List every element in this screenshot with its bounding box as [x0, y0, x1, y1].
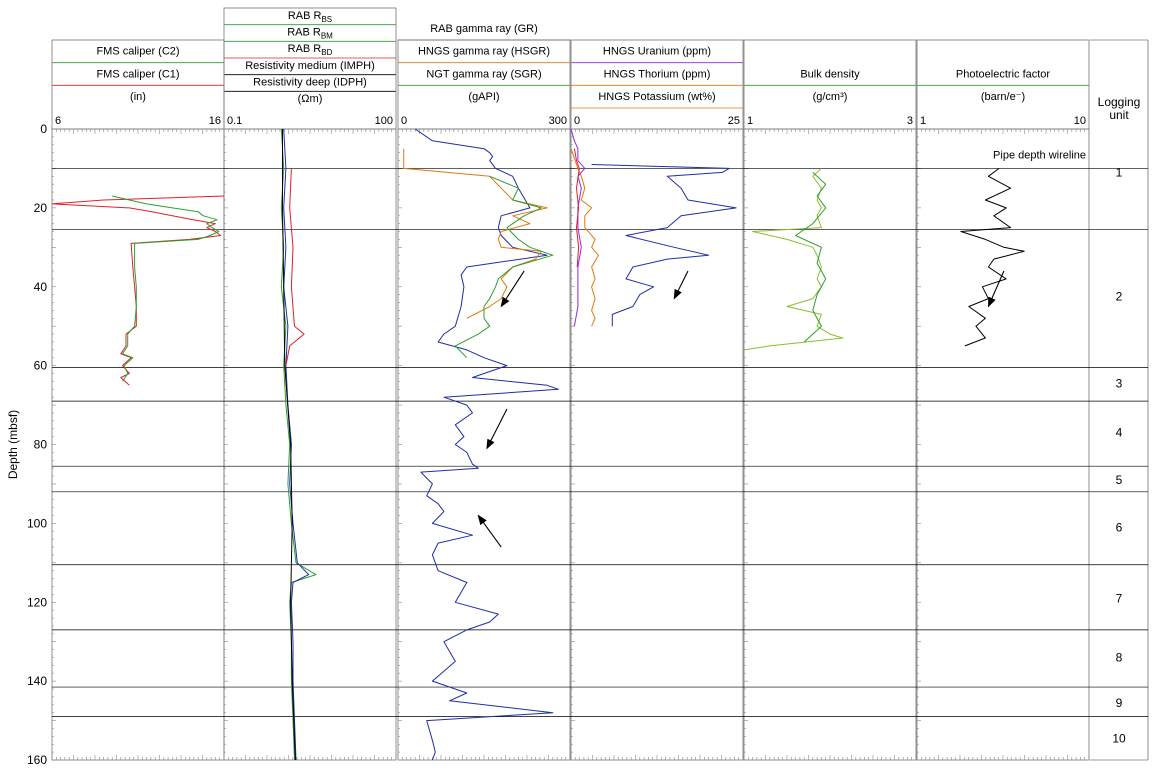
logging-unit-header: Logging [1098, 95, 1141, 109]
log-curve-resistivity-red [285, 168, 305, 366]
track-frame [743, 128, 917, 761]
track-headers: FMS caliper (C2) FMS caliper (C1) (in) RAB … [52, 10, 1089, 109]
track-header-label: FMS caliper (C2) [96, 46, 179, 58]
unit-boundaries [52, 168, 1148, 717]
depth-tick-label: 140 [27, 674, 47, 688]
log-curve-gamma-blue [414, 128, 559, 761]
track-header-box [743, 39, 917, 130]
track-range-max: 25 [728, 115, 740, 127]
trend-arrow [500, 270, 525, 308]
axis-ticks [51, 128, 1090, 761]
log-curve-pef-black [960, 167, 1025, 347]
depth-tick-label: 100 [27, 516, 47, 530]
log-curve-density-yellowgreen [743, 168, 844, 351]
log-curve-gamma-green [454, 175, 554, 359]
track-header-label: NGT gamma ray (SGR) [426, 68, 541, 80]
track-header-box [916, 39, 1090, 130]
depth-tick-label: 0 [40, 122, 47, 136]
track-frame [570, 128, 744, 761]
logging-unit-label: 8 [1116, 650, 1123, 664]
log-curve-hngs-purple [570, 128, 586, 327]
track-range-min: 1 [747, 115, 753, 127]
log-curve-density-green [795, 172, 827, 343]
logging-unit-label: 9 [1116, 696, 1123, 710]
logging-unit-label: 5 [1116, 473, 1123, 487]
depth-tick-label: 160 [27, 753, 47, 767]
track-range-max: 300 [549, 115, 567, 127]
trend-arrow [477, 514, 502, 548]
log-curve-gamma-orange [403, 148, 548, 319]
track-range-max: 100 [375, 115, 393, 127]
trend-arrows [477, 270, 1005, 548]
trend-arrow [987, 270, 1005, 308]
track-range-max: 10 [1074, 115, 1086, 127]
log-curve-hngs-blue [591, 164, 737, 327]
track-header-label: (barn/e⁻) [981, 91, 1025, 103]
track-frame [223, 128, 397, 761]
track-header-label: (Ωm) [298, 93, 323, 105]
log-curve-caliper-green [112, 195, 220, 382]
track-range-max: 3 [907, 115, 913, 127]
track-header-label: Photoelectric factor [956, 68, 1050, 80]
logging-unit-label: 2 [1116, 290, 1123, 304]
track-frame [397, 128, 571, 761]
track-header-label: (gAPI) [468, 91, 499, 103]
logging-unit-label: 1 [1116, 165, 1123, 179]
log-curve-resistivity-green [280, 128, 317, 761]
logging-unit-label: 6 [1116, 520, 1123, 534]
log-curve-hngs-orange [570, 148, 599, 327]
logging-unit-header: unit [1109, 108, 1129, 122]
track-header-label: RAB gamma ray (GR) [430, 23, 538, 35]
log-curve-caliper-red [51, 195, 225, 386]
track-header-label: HNGS Potassium (wt%) [598, 91, 715, 103]
track-header-label: HNGS Uranium (ppm) [603, 46, 711, 58]
log-curves [51, 128, 1025, 761]
log-curve-resistivity-black [282, 129, 296, 761]
track-range-min: 1 [920, 115, 926, 127]
track-header-label: HNGS gamma ray (HSGR) [418, 46, 550, 58]
track-header-label: Resistivity medium (IMPH) [245, 60, 375, 72]
logging-unit-label: 3 [1116, 376, 1123, 390]
track-header-label: (in) [130, 91, 146, 103]
track-header-label: FMS caliper (C1) [96, 68, 179, 80]
track-header-label: Bulk density [800, 68, 860, 80]
logging-unit-label: 4 [1116, 426, 1123, 440]
depth-axis-label: Depth (mbsf) [6, 410, 20, 479]
log-curve-resistivity-blue [283, 128, 310, 761]
track-header-label: RAB RBS [288, 10, 332, 24]
log-curve-hngs-red [573, 148, 580, 268]
track-range-max: 16 [209, 115, 221, 127]
track-range-min: 6 [55, 115, 61, 127]
track-frame [916, 128, 1090, 761]
track-header-label: RAB RBM [287, 27, 333, 41]
logging-unit-label: 7 [1116, 591, 1123, 605]
depth-tick-label: 120 [27, 595, 47, 609]
track-header-label: RAB RBD [288, 43, 333, 57]
depth-tick-label: 80 [34, 438, 48, 452]
track-header-label: (g/cm³) [813, 91, 848, 103]
logging-unit-label: 10 [1112, 731, 1126, 745]
track-range-min: 0 [574, 115, 580, 127]
trend-arrow [673, 270, 689, 300]
depth-tick-label: 60 [34, 359, 48, 373]
trend-arrow [486, 408, 508, 450]
pipe-depth-annotation: Pipe depth wireline [993, 150, 1086, 162]
track-header-label: Resistivity deep (IDPH) [253, 77, 367, 89]
track-range-min: 0.1 [227, 115, 242, 127]
track-frame [51, 128, 225, 761]
depth-tick-label: 40 [34, 280, 48, 294]
depth-tick-label: 20 [34, 201, 48, 215]
track-header-label: HNGS Thorium (ppm) [604, 68, 711, 80]
track-range-min: 0 [401, 115, 407, 127]
